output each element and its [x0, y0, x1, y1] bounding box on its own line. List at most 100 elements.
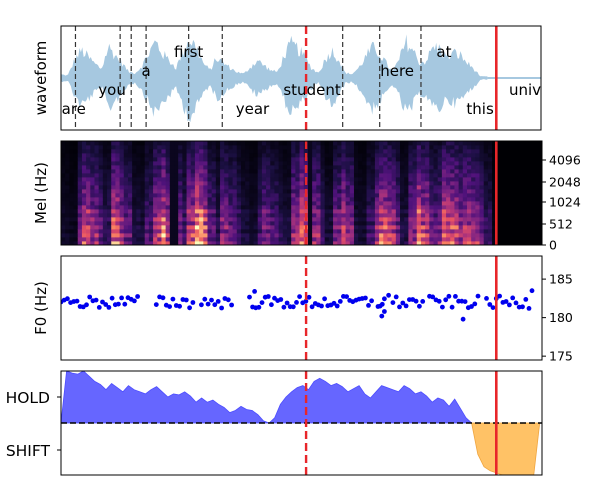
mel-cell	[295, 193, 300, 198]
mel-cell	[86, 153, 91, 158]
waveform-frame	[60, 25, 542, 131]
mel-cell	[416, 169, 422, 174]
mel-cell	[115, 165, 120, 170]
mel-cell	[391, 225, 397, 230]
mel-cell	[370, 157, 376, 162]
mel-cell	[316, 201, 321, 206]
mel-cell	[153, 229, 158, 234]
mel-cell	[107, 145, 112, 150]
mel-cell	[312, 145, 317, 150]
mel-cell	[312, 189, 317, 194]
mel-cell	[487, 213, 493, 218]
mel-cell	[362, 213, 367, 218]
mel-cell	[224, 145, 229, 150]
mel-cell	[119, 221, 125, 226]
f0-point	[116, 301, 121, 307]
mel-cell	[420, 229, 426, 234]
mel-cell	[86, 221, 91, 226]
mel-cell	[291, 217, 296, 222]
mel-cell	[328, 145, 334, 150]
mel-cell	[278, 173, 284, 178]
mel-cell	[132, 209, 137, 214]
mel-cell	[270, 141, 275, 146]
mel-cell	[395, 213, 401, 218]
mel-cell	[81, 229, 87, 234]
mel-cell	[450, 153, 455, 158]
mel-cell	[61, 185, 66, 190]
mel-cell	[73, 217, 79, 222]
mel-cell	[287, 217, 292, 222]
mel-cell	[220, 209, 225, 214]
mel-cell	[211, 225, 217, 230]
mel-cell	[236, 209, 242, 214]
mel-cell	[333, 169, 338, 174]
mel-cell	[333, 153, 338, 158]
mel-cell	[333, 177, 338, 182]
mel-cell	[190, 229, 196, 234]
mel-cell	[487, 197, 493, 202]
mel-cell	[211, 213, 217, 218]
mel-cell	[119, 149, 125, 154]
mel-cell	[270, 161, 275, 166]
mel-cell	[94, 177, 100, 182]
mel-cell	[337, 201, 342, 206]
mel-cell	[90, 169, 95, 174]
mel-cell	[320, 157, 326, 162]
mel-cell	[249, 197, 254, 202]
mel-cell	[328, 201, 334, 206]
mel-cell	[153, 177, 158, 182]
mel-cell	[328, 209, 334, 214]
mel-cell	[483, 181, 489, 186]
mel-cell	[148, 233, 154, 238]
mel-cell	[69, 205, 74, 210]
mel-cell	[324, 141, 330, 146]
mel-cell	[299, 181, 305, 186]
mel-cell	[383, 157, 388, 162]
mel-cell	[161, 153, 167, 158]
mel-cell	[77, 229, 83, 234]
mel-cell	[299, 213, 305, 218]
mel-cell	[278, 153, 284, 158]
mel-cell	[161, 205, 167, 210]
mel-cell	[203, 169, 208, 174]
mel-cell	[215, 161, 221, 166]
mel-cell	[374, 181, 380, 186]
mel-cell	[169, 141, 175, 146]
mel-cell	[245, 221, 250, 226]
mel-cell	[466, 185, 472, 190]
mel-cell	[391, 149, 397, 154]
mel-cell	[287, 225, 292, 230]
mel-cell	[123, 221, 129, 226]
mel-ytick-label: 512	[549, 217, 573, 232]
mel-cell	[287, 145, 292, 150]
mel-cell	[236, 205, 242, 210]
f0-point	[503, 299, 509, 304]
f0-point	[469, 304, 474, 309]
mel-cell	[466, 149, 472, 154]
mel-cell	[132, 157, 137, 162]
mel-cell	[220, 221, 225, 226]
mel-cell	[395, 173, 401, 178]
mel-cell	[148, 181, 154, 186]
mel-cell	[387, 153, 393, 158]
mel-cell	[86, 161, 91, 166]
mel-cell	[136, 237, 141, 242]
mel-cell	[458, 209, 464, 214]
mel-cell	[274, 145, 280, 150]
mel-cell	[148, 145, 154, 150]
mel-cell	[299, 225, 305, 230]
mel-cell	[240, 169, 246, 174]
mel-cell	[203, 189, 208, 194]
mel-cell	[337, 181, 342, 186]
mel-cell	[90, 233, 95, 238]
mel-cell	[178, 141, 183, 146]
mel-cell	[77, 189, 83, 194]
mel-cell	[295, 209, 300, 214]
mel-cell	[119, 213, 125, 218]
mel-cell	[462, 201, 468, 206]
mel-cell	[441, 213, 447, 218]
mel-cell	[400, 181, 405, 186]
mel-cell	[190, 193, 196, 198]
mel-cell	[379, 221, 384, 226]
mel-cell	[358, 205, 363, 210]
